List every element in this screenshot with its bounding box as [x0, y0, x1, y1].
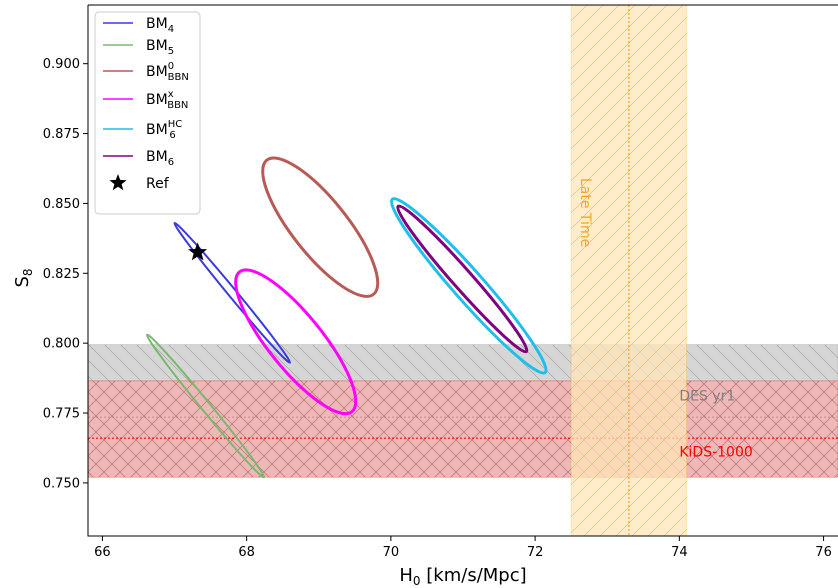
contour-bmxbbn [234, 268, 358, 416]
band-labels-layer: DES yr1 KiDS-1000 Late Time [577, 178, 753, 460]
contour-bmhc6 [390, 197, 548, 375]
x-tick-label: 72 [527, 545, 544, 560]
legend: BM4 BM5 BM0 BBN BMx BBN BMHC 6 BM6 Ref [94, 11, 201, 215]
x-tick-label: 66 [94, 545, 111, 560]
contour-bm5 [146, 333, 266, 479]
x-axis-label-sub: 0 [413, 574, 421, 588]
y-tick-label: 0.775 [43, 407, 80, 422]
y-tick-label: 0.850 [43, 197, 80, 212]
y-axis: 0.750 0.775 0.800 0.825 0.850 0.875 0.900 [43, 57, 88, 491]
x-axis-label-main: H [399, 565, 413, 586]
x-tick-label: 76 [815, 545, 832, 560]
x-tick-label: 70 [383, 545, 400, 560]
legend-label-bm0bbn: BM0 BBN [146, 61, 189, 83]
bands-layer [88, 5, 838, 536]
y-tick-label: 0.900 [43, 57, 80, 72]
legend-label-bm5: BM5 [146, 38, 174, 57]
y-tick-label: 0.825 [43, 267, 80, 282]
band-label-kids-1000: KiDS-1000 [679, 444, 752, 460]
x-axis-label-unit: [km/s/Mpc] [421, 565, 527, 586]
y-tick-label: 0.800 [43, 337, 80, 352]
y-axis-label-sub: 8 [21, 268, 35, 276]
legend-label-bm4: BM4 [146, 16, 174, 35]
band-label-late-time: Late Time [577, 178, 593, 247]
legend-label-ref: Ref [146, 176, 170, 192]
legend-box [94, 11, 201, 215]
x-axis-label: H0 [km/s/Mpc] [399, 565, 526, 588]
legend-label-bmxbbn: BMx BBN [146, 89, 188, 111]
marker-ref [188, 242, 208, 261]
x-tick-label: 68 [238, 545, 255, 560]
x-tick-label: 74 [671, 545, 688, 560]
plot-area: DES yr1 KiDS-1000 Late Time [87, 4, 838, 537]
y-axis-label-main: S [12, 276, 33, 287]
plot-frame [87, 4, 838, 537]
contours-layer [146, 156, 548, 479]
contour-bm6 [396, 204, 529, 354]
band-label-des-yr1: DES yr1 [679, 388, 735, 404]
legend-label-bm6: BM6 [146, 149, 174, 168]
y-axis-label: S8 [12, 268, 35, 287]
y-tick-label: 0.875 [43, 127, 80, 142]
legend-label-bmhc6: BMHC 6 [146, 119, 182, 141]
legend-marker-ref [109, 174, 127, 191]
contour-bm0bbn [261, 156, 380, 298]
y-tick-label: 0.750 [43, 476, 80, 491]
band-hatch-kids-1000 [88, 380, 838, 478]
band-hatch-des-yr1 [88, 344, 838, 381]
x-axis: 66 68 70 72 74 76 [94, 536, 832, 560]
